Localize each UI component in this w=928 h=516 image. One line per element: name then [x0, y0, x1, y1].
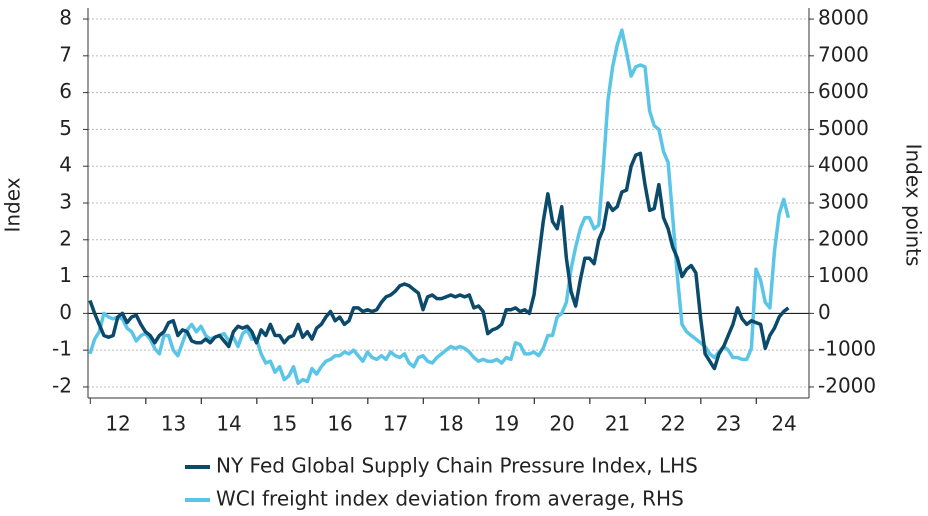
y-tick-label: 6 — [59, 79, 72, 103]
y2-tick-label: 7000 — [818, 42, 869, 66]
y2-tick-label: -1000 — [818, 337, 876, 361]
y-tick-label: 2 — [59, 226, 72, 250]
x-tick-label: 18 — [438, 412, 463, 436]
y2-tick-label: 0 — [818, 300, 831, 324]
y-axis-title: Index — [1, 177, 25, 232]
y2-tick-label: 3000 — [818, 190, 869, 214]
y-tick-label: 4 — [59, 153, 72, 177]
x-tick-label: 22 — [660, 412, 685, 436]
y2-tick-label: 5000 — [818, 116, 869, 140]
x-tick-label: 15 — [272, 412, 297, 436]
x-tick-label: 21 — [605, 412, 630, 436]
y-tick-label: 7 — [59, 42, 72, 66]
y2-tick-label: 4000 — [818, 153, 869, 177]
y-tick-label: -1 — [52, 337, 72, 361]
x-tick-label: 12 — [105, 412, 130, 436]
x-tick-label: 23 — [716, 412, 741, 436]
x-tick-label: 14 — [216, 412, 241, 436]
x-tick-label: 24 — [771, 412, 796, 436]
y2-tick-label: -2000 — [818, 373, 876, 397]
y2-tick-label: 6000 — [818, 79, 869, 103]
y2-axis-title: Index points — [902, 144, 926, 267]
y-tick-label: 0 — [59, 300, 72, 324]
y-tick-label: 5 — [59, 116, 72, 140]
y2-tick-label: 2000 — [818, 226, 869, 250]
y-tick-label: 3 — [59, 190, 72, 214]
y-tick-label: 8 — [59, 6, 72, 30]
legend-label: WCI freight index deviation from average… — [216, 487, 684, 511]
legend-label: NY Fed Global Supply Chain Pressure Inde… — [216, 454, 698, 478]
x-tick-label: 13 — [161, 412, 186, 436]
x-tick-label: 19 — [494, 412, 519, 436]
y2-tick-label: 1000 — [818, 263, 869, 287]
series-line — [88, 28, 791, 386]
series-line — [88, 151, 790, 371]
x-tick-label: 16 — [327, 412, 352, 436]
y-tick-label: 1 — [59, 263, 72, 287]
x-tick-label: 20 — [549, 412, 574, 436]
y-tick-label: -2 — [52, 373, 72, 397]
x-tick-label: 17 — [383, 412, 408, 436]
y2-tick-label: 8000 — [818, 6, 869, 30]
